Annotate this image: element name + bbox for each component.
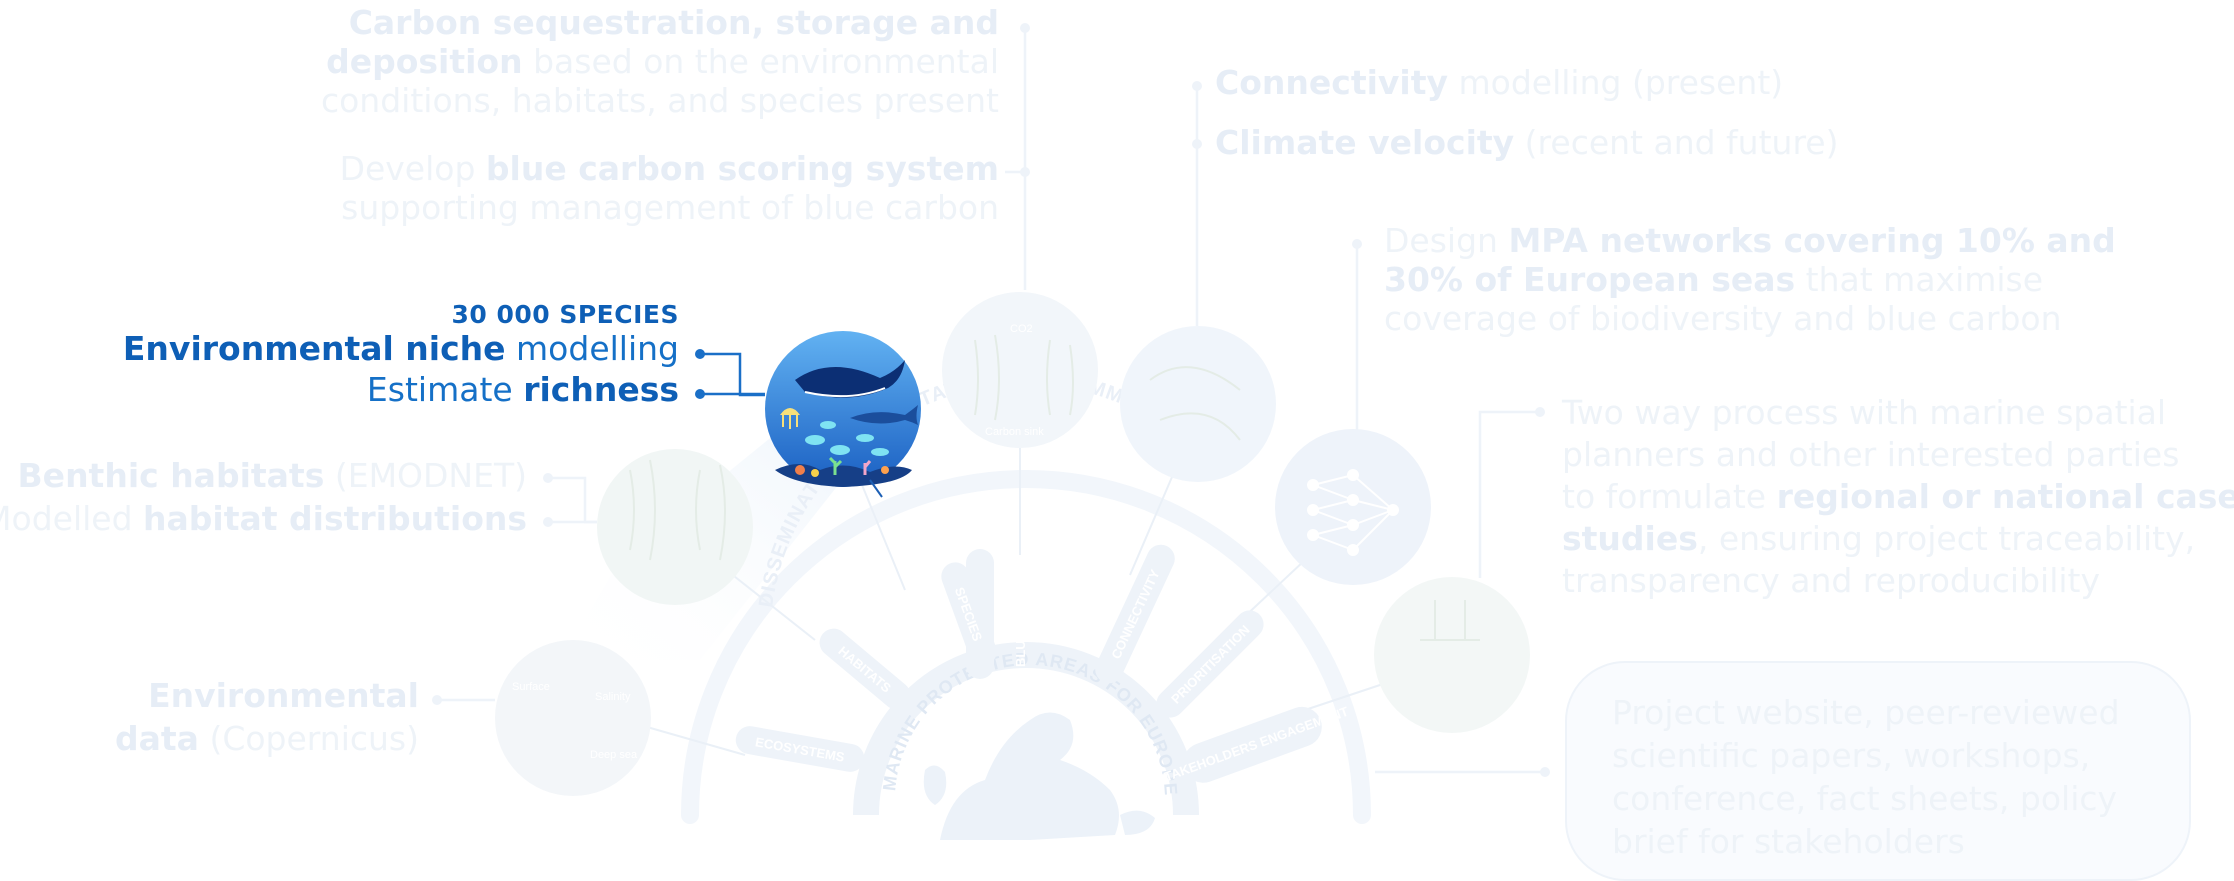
environment-text-block: Environmental data (Copernicus) <box>115 675 419 761</box>
environment-line1-bold: Environmental <box>148 676 419 715</box>
coral-icon <box>795 456 889 477</box>
fish-icon <box>805 421 889 456</box>
connector-dot <box>695 389 705 399</box>
faded-circles <box>495 292 1530 796</box>
deep-circle-label: Deep sea <box>590 749 638 761</box>
carbon-line2-bold: deposition <box>326 41 523 81</box>
species-line2-pre: Estimate <box>366 370 524 410</box>
stakeholders-line4-bold: studies <box>1562 518 1698 558</box>
stakeholders-line3-bold: regional or national case <box>1776 476 2234 516</box>
mpa-line2-bold: 30% of European seas <box>1384 259 1796 299</box>
dissemination-line4: brief for stakeholders <box>1612 821 1965 861</box>
surf-circle-label: Surface <box>512 681 550 693</box>
species-circle <box>765 331 921 498</box>
europe-map-icon <box>923 712 1155 840</box>
stakeholders-line5: transparency and reproducibility <box>1562 560 2101 600</box>
connectivity-circle <box>1120 326 1276 482</box>
species-line2-bold: richness <box>523 370 679 410</box>
scoring-line1-bold: blue carbon scoring system <box>485 149 999 188</box>
species-line1-bold: Environmental niche <box>122 329 506 368</box>
circle-decorations <box>629 334 1480 641</box>
stakeholders-line4-rest: , ensuring project traceability, <box>1697 518 2196 558</box>
carbon-circle <box>942 292 1098 448</box>
carbon-line2: based on the environmental <box>522 41 999 81</box>
mpa-line2-rest: that maximise <box>1795 259 2044 299</box>
velocity-rest: (recent and future) <box>1514 123 1839 162</box>
habitats-text-block: Benthic habitats (EMODNET) Modelled habi… <box>0 455 527 541</box>
carbon-circle-label: Carbon sink <box>985 426 1044 438</box>
species-text-block: Environmental niche modelling Estimate r… <box>123 328 679 411</box>
stakeholders-circle <box>1374 577 1530 733</box>
habitats-line2-pre: Modelled <box>0 498 133 538</box>
dissemination-line2: scientific papers, workshops, <box>1612 735 2091 775</box>
environment-circle <box>495 640 651 796</box>
spoke-label-prioritisation: PRIORITISATION <box>1168 622 1252 706</box>
carbon-text-block: Carbon sequestration, storage and deposi… <box>320 3 999 121</box>
network-icon <box>1307 469 1399 556</box>
carbon-line1: Carbon sequestration, storage and <box>348 3 999 42</box>
velocity-text: Climate velocity (recent and future) <box>1215 123 1839 163</box>
spoke-pills <box>735 544 1322 783</box>
mpa-text-block: Design MPA networks covering 10% and 30%… <box>1384 221 2116 339</box>
whale-icon <box>795 360 905 398</box>
stakeholders-text-block: Two way process with marine spatial plan… <box>1562 392 2234 602</box>
spoke-lines <box>639 440 1396 756</box>
inner-arc <box>853 642 1199 816</box>
connector-dot <box>695 349 705 359</box>
dissemination-box <box>1565 661 2191 881</box>
habitats-circle <box>597 449 753 605</box>
carbon-line3: conditions, habitats, and species presen… <box>320 80 999 120</box>
environment-line2-bold: data <box>115 718 199 758</box>
mpa-line1-bold: MPA networks covering 10% and <box>1508 221 2116 260</box>
dissemination-text-block: Project website, peer-reviewed scientifi… <box>1612 692 2120 864</box>
connectivity-bold: Connectivity <box>1215 63 1449 102</box>
mpa-line3: coverage of biodiversity and blue carbon <box>1384 298 2062 338</box>
prioritisation-circle <box>1275 429 1431 585</box>
circle-small-labels: Carbon sink CO2 Surface Salinity Deep se… <box>512 323 1044 761</box>
stakeholders-line1: Two way process with marine spatial <box>1562 393 2167 432</box>
species-connectors <box>700 352 765 397</box>
connectivity-rest: modelling (present) <box>1448 63 1784 102</box>
velocity-bold: Climate velocity <box>1215 123 1515 162</box>
dissemination-line3: conference, fact sheets, policy <box>1612 778 2118 818</box>
shark-icon <box>850 405 918 425</box>
co2-circle-label: CO2 <box>1010 323 1033 335</box>
stakeholders-line3-pre: to formulate <box>1562 476 1777 516</box>
mpa-line1-pre: Design <box>1384 221 1509 260</box>
habitats-line2-bold: habitat distributions <box>143 498 527 538</box>
outer-arc <box>681 470 1371 824</box>
scoring-text-block: Develop blue carbon scoring system suppo… <box>339 149 999 228</box>
habitats-line1-bold: Benthic habitats <box>17 456 325 495</box>
species-count: 30 000 SPECIES <box>451 300 679 329</box>
habitats-line1-rest: (EMODNET) <box>324 456 527 495</box>
connectivity-text: Connectivity modelling (present) <box>1215 63 1784 103</box>
temp-circle-label: Salinity <box>595 691 631 703</box>
faded-dots <box>432 23 1550 777</box>
scoring-line1-pre: Develop <box>339 149 486 188</box>
species-line1-rest: modelling <box>505 329 679 368</box>
spoke-label-blue-carbon: BLUE CARBON <box>1013 571 1028 667</box>
scoring-line2: supporting management of blue carbon <box>341 187 999 227</box>
stakeholders-line2: planners and other interested parties <box>1562 434 2180 474</box>
jellyfish-icon <box>780 408 800 429</box>
seabed-icon <box>775 464 912 487</box>
environment-line2-rest: (Copernicus) <box>198 718 419 758</box>
dissemination-line1: Project website, peer-reviewed <box>1612 693 2120 732</box>
